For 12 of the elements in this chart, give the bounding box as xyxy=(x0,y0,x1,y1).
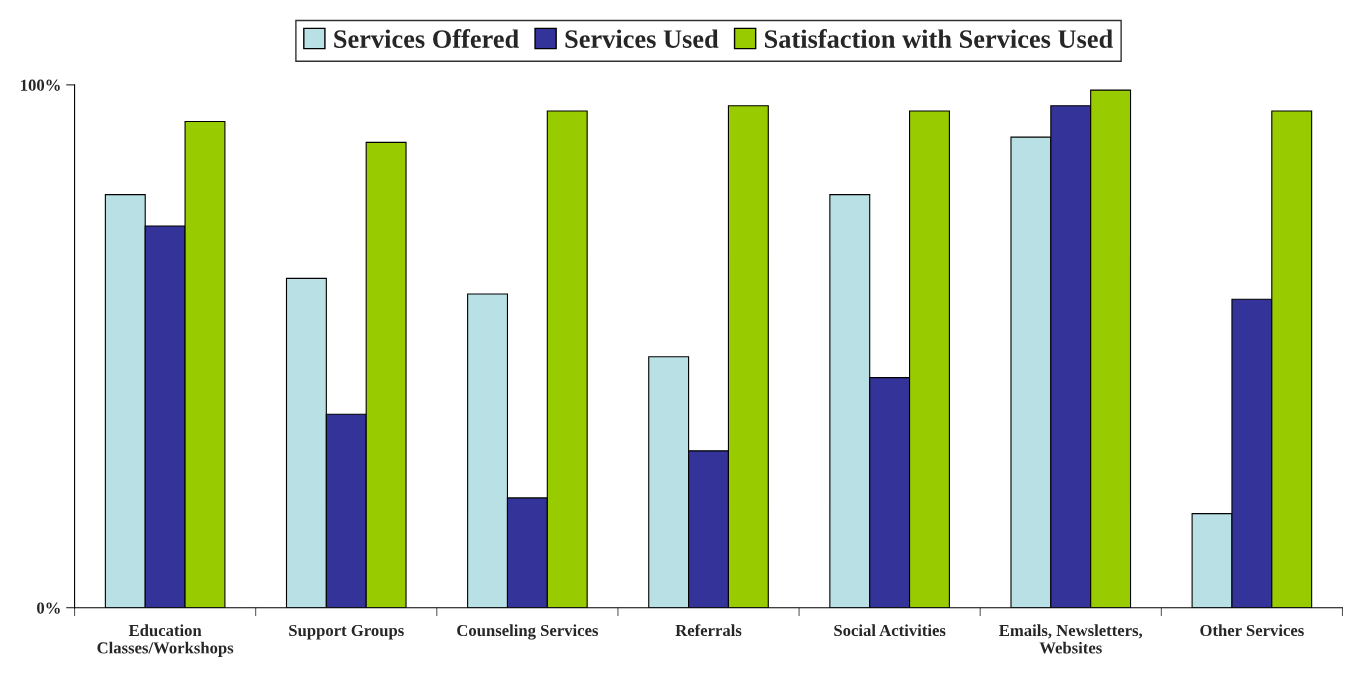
x-tick-label: Referrals xyxy=(675,624,742,637)
y-tick-label: 0% xyxy=(37,602,60,614)
legend-label: Services Used xyxy=(565,29,719,48)
x-tick-label: Other Services xyxy=(1200,624,1304,637)
y-tick-label: 100% xyxy=(21,79,60,91)
x-tick-label: Emails, Newsletters, Websites xyxy=(999,624,1143,654)
x-tick-label: Counseling Services xyxy=(457,624,599,640)
legend-label: Services Offered xyxy=(334,29,519,48)
x-tick-label: Support Groups xyxy=(289,624,404,640)
legend-label: Satisfaction with Services Used xyxy=(764,29,1113,48)
x-tick-label: Social Activities xyxy=(834,624,946,637)
x-tick-label: Education Classes/Workshops xyxy=(97,624,234,657)
